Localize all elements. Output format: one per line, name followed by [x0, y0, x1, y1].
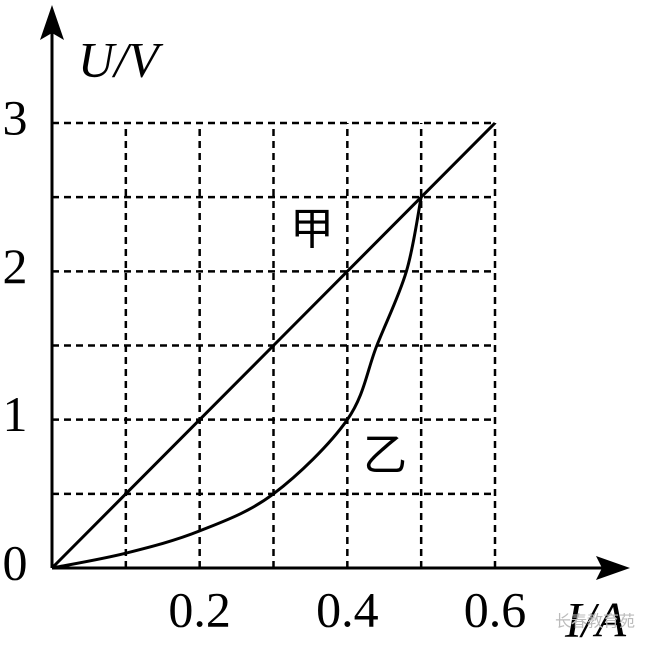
x-tick-label: 0.2	[168, 581, 231, 637]
y-tick-label: 1	[3, 386, 28, 442]
watermark: 长春教育苑	[555, 612, 635, 631]
x-tick-label: 0.4	[316, 581, 379, 637]
series-label: 乙	[363, 430, 407, 481]
y-tick-label: 2	[3, 238, 28, 294]
data-line	[51, 196, 423, 570]
y-arrow	[40, 5, 64, 40]
y-axis-label: U/V	[78, 31, 164, 87]
x-tick-label: 0.6	[464, 581, 527, 637]
series-label: 甲	[290, 204, 334, 255]
data-line	[50, 121, 497, 570]
y-tick-label: 3	[3, 89, 28, 145]
x-axis-label: I/A	[564, 591, 627, 647]
x-arrow	[596, 556, 630, 580]
y-tick-label: 0	[3, 534, 28, 590]
